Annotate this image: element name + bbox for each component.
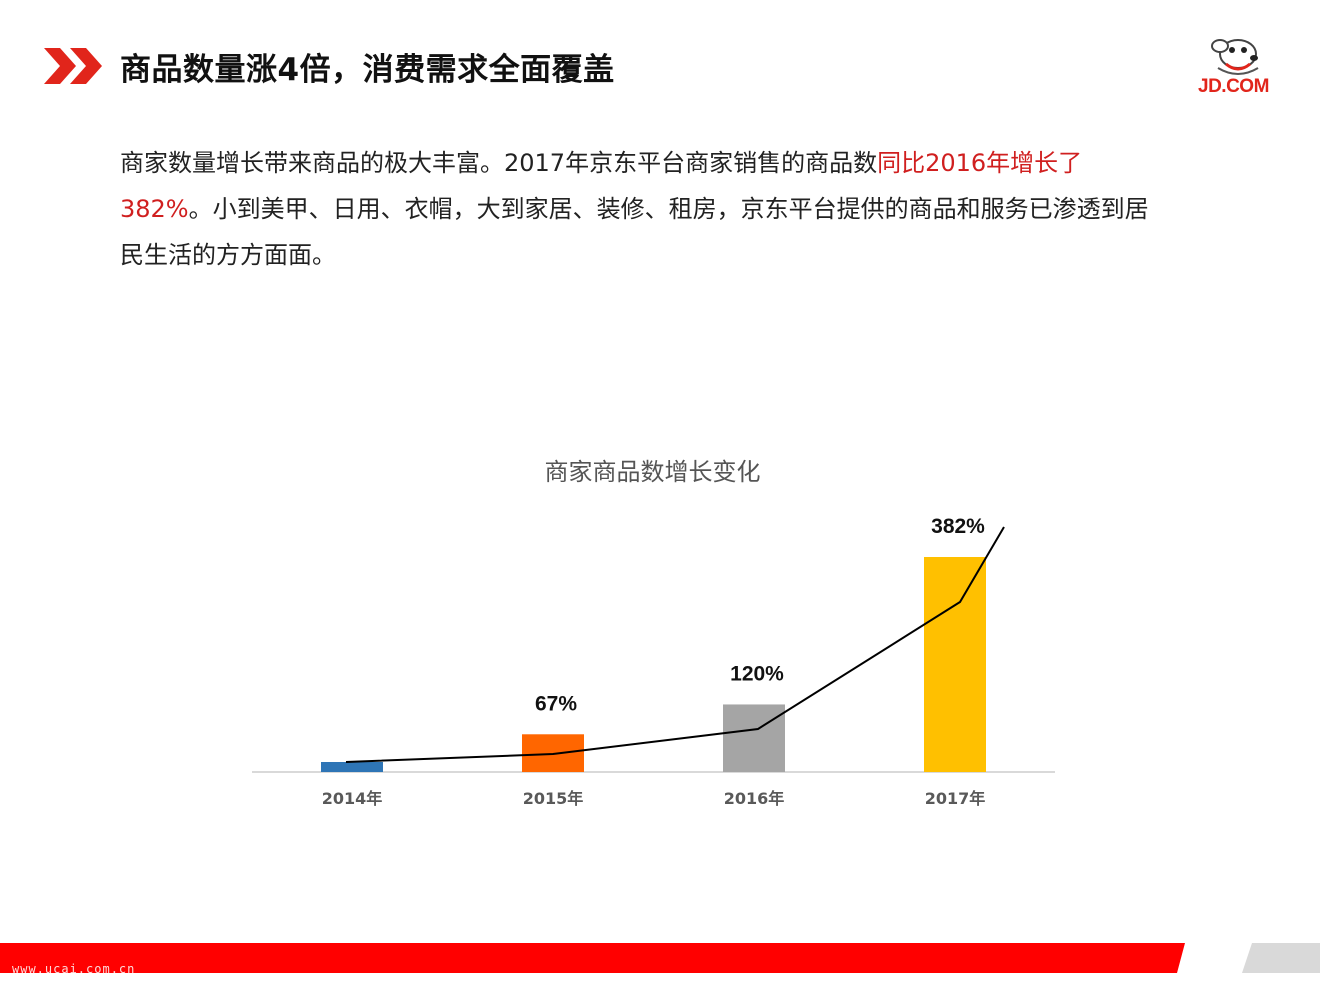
footer-bar xyxy=(0,943,1320,973)
paragraph-text-1: 商家数量增长带来商品的极大丰富。2017年京东平台商家销售的商品数 xyxy=(120,149,878,177)
bar-2014年 xyxy=(321,762,383,772)
bar-2017年 xyxy=(924,557,986,772)
page-title: 商品数量涨4倍，消费需求全面覆盖 xyxy=(120,52,615,88)
paragraph-text-2: 。小到美甲、日用、衣帽，大到家居、装修、租房，京东平台提供的商品和服务已渗透到居… xyxy=(120,195,1149,269)
chart-title: 商家商品数增长变化 xyxy=(544,458,761,486)
x-tick-label: 2015年 xyxy=(523,789,584,808)
bar-chart: 2014年 2015年 67% 2016年 120% 2017年 382% xyxy=(252,515,1055,808)
paragraph-highlight-2: 382% xyxy=(120,195,189,223)
data-label: 67% xyxy=(535,692,577,715)
jd-dog-mascot-icon xyxy=(1211,39,1259,75)
x-tick-label: 2014年 xyxy=(322,789,383,808)
x-tick-label: 2017年 xyxy=(925,789,986,808)
bar-2016年 xyxy=(723,704,785,772)
logo-text: JD.COM xyxy=(1198,76,1269,97)
double-chevron-right-icon xyxy=(44,48,102,84)
trend-line xyxy=(345,526,1005,763)
paragraph-highlight-1: 同比2016年增长了 xyxy=(877,149,1083,177)
x-tick-label: 2016年 xyxy=(724,789,785,808)
watermark: www.ucai.com.cn xyxy=(12,962,136,976)
data-label: 382% xyxy=(931,515,985,538)
data-label: 120% xyxy=(730,662,784,685)
description-paragraph: 商家数量增长带来商品的极大丰富。2017年京东平台商家销售的商品数同比2016年… xyxy=(120,140,1150,278)
